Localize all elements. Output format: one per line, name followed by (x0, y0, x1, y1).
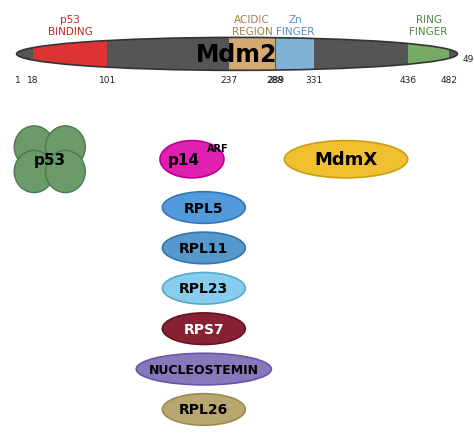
Text: 436: 436 (400, 76, 417, 85)
Text: RPL26: RPL26 (179, 403, 228, 417)
FancyBboxPatch shape (33, 39, 107, 71)
Text: RPS7: RPS7 (183, 322, 224, 336)
Text: ARF: ARF (207, 143, 229, 153)
Ellipse shape (14, 151, 54, 193)
Text: Zn
FINGER: Zn FINGER (276, 15, 314, 37)
Ellipse shape (160, 141, 224, 179)
Text: ACIDIC
REGION: ACIDIC REGION (232, 15, 273, 37)
Ellipse shape (46, 127, 85, 169)
Text: Mdm2: Mdm2 (196, 43, 278, 67)
Text: RING
FINGER: RING FINGER (410, 15, 448, 37)
Text: RPL5: RPL5 (184, 201, 224, 215)
Ellipse shape (17, 39, 457, 71)
Text: 18: 18 (27, 76, 38, 85)
Ellipse shape (162, 233, 246, 264)
Text: MdmX: MdmX (314, 151, 378, 169)
Text: RPL11: RPL11 (179, 241, 228, 255)
Ellipse shape (137, 353, 271, 385)
Ellipse shape (162, 313, 246, 345)
Text: 482: 482 (441, 76, 458, 85)
FancyBboxPatch shape (276, 39, 314, 71)
Text: 288: 288 (266, 76, 284, 85)
Ellipse shape (14, 127, 54, 169)
Text: 331: 331 (305, 76, 322, 85)
Text: 237: 237 (221, 76, 238, 85)
Text: p53
BINDING: p53 BINDING (47, 15, 92, 37)
FancyBboxPatch shape (408, 39, 449, 71)
Ellipse shape (162, 394, 246, 425)
Ellipse shape (46, 151, 85, 193)
Text: 491: 491 (462, 55, 474, 64)
Ellipse shape (162, 192, 246, 224)
FancyBboxPatch shape (229, 39, 275, 71)
Text: RPL23: RPL23 (179, 282, 228, 296)
Ellipse shape (284, 141, 408, 179)
Text: NUCLEOSTEMIN: NUCLEOSTEMIN (149, 363, 259, 376)
Ellipse shape (162, 273, 246, 304)
Text: 289: 289 (267, 76, 284, 85)
Text: p53: p53 (34, 152, 66, 167)
Text: p14: p14 (167, 152, 200, 167)
Text: 1: 1 (15, 76, 21, 85)
Text: 101: 101 (99, 76, 116, 85)
